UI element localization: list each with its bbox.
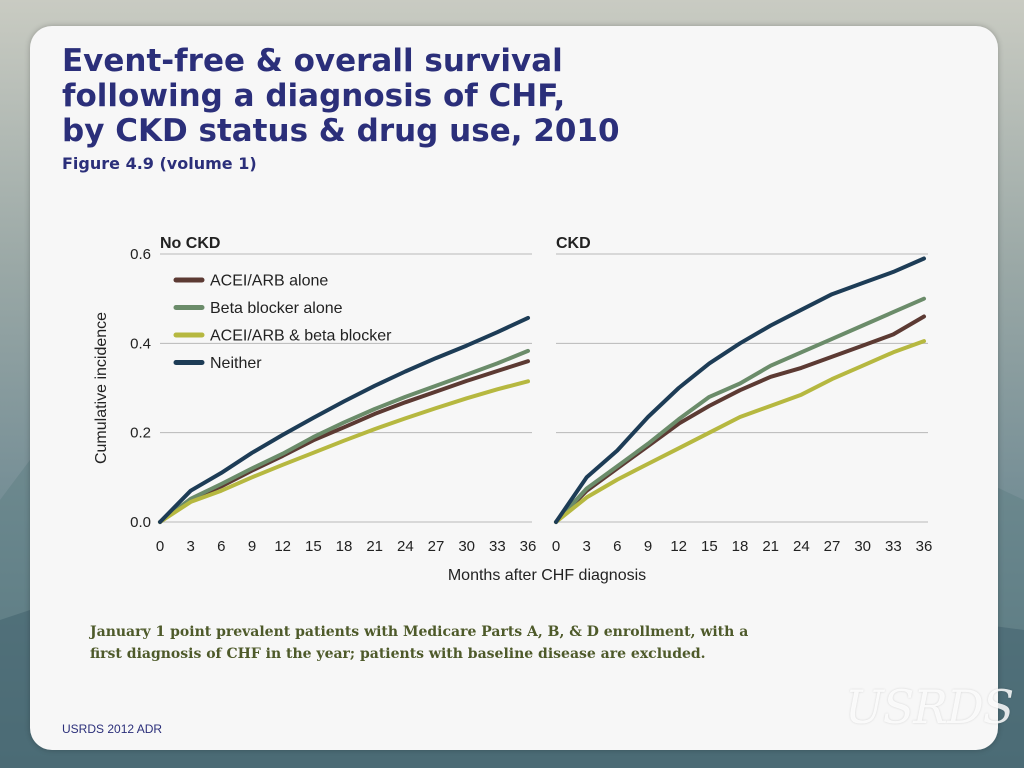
x-tick-label: 6 bbox=[217, 538, 225, 555]
title-line: following a diagnosis of CHF, bbox=[62, 78, 566, 114]
series-line bbox=[158, 348, 530, 524]
x-tick-label: 33 bbox=[885, 538, 902, 555]
x-tick-label: 12 bbox=[274, 538, 291, 555]
x-tick-label: 27 bbox=[824, 538, 841, 555]
x-tick-label: 9 bbox=[644, 538, 652, 555]
x-tick-label: 36 bbox=[916, 538, 933, 555]
x-tick-label: 6 bbox=[613, 538, 621, 555]
series-line bbox=[554, 256, 926, 524]
x-tick-label: 18 bbox=[336, 538, 353, 555]
legend-label: ACEI/ARB alone bbox=[210, 273, 328, 290]
x-tick-label: 18 bbox=[732, 538, 749, 555]
footnote: January 1 point prevalent patients with … bbox=[90, 624, 749, 662]
series-line bbox=[554, 314, 926, 524]
figure-subtitle: Figure 4.9 (volume 1) bbox=[62, 154, 257, 173]
series-line bbox=[158, 315, 530, 524]
x-tick-label: 12 bbox=[670, 538, 687, 555]
x-tick-label: 15 bbox=[305, 538, 322, 555]
series-line bbox=[554, 296, 926, 524]
x-tick-label: 3 bbox=[186, 538, 194, 555]
x-tick-label: 0 bbox=[156, 538, 164, 555]
x-tick-label: 21 bbox=[762, 538, 779, 555]
y-tick-label: 0.6 bbox=[130, 246, 151, 263]
x-tick-label: 24 bbox=[397, 538, 414, 555]
x-tick-label: 27 bbox=[428, 538, 445, 555]
title-line: Event-free & overall survival bbox=[62, 43, 563, 79]
y-tick-label: 0.4 bbox=[130, 335, 151, 352]
x-tick-label: 30 bbox=[458, 538, 475, 555]
x-tick-label: 9 bbox=[248, 538, 256, 555]
page-title: Event-free & overall survival following … bbox=[62, 44, 702, 149]
x-tick-label: 3 bbox=[582, 538, 590, 555]
series-line bbox=[158, 379, 530, 524]
y-axis-label: Cumulative incidence bbox=[93, 312, 110, 464]
x-tick-label: 0 bbox=[552, 538, 560, 555]
legend-label: Beta blocker alone bbox=[210, 300, 343, 317]
content-card bbox=[30, 26, 998, 750]
x-axis-label: Months after CHF diagnosis bbox=[448, 567, 646, 584]
panel-title: No CKD bbox=[160, 235, 220, 252]
x-tick-label: 33 bbox=[489, 538, 506, 555]
x-tick-label: 30 bbox=[854, 538, 871, 555]
y-tick-label: 0.2 bbox=[130, 425, 151, 442]
x-tick-label: 15 bbox=[701, 538, 718, 555]
legend-label: Neither bbox=[210, 355, 262, 372]
x-tick-label: 21 bbox=[366, 538, 383, 555]
series-line bbox=[158, 359, 530, 524]
x-tick-label: 24 bbox=[793, 538, 810, 555]
y-tick-label: 0.0 bbox=[130, 514, 151, 531]
footer-source: USRDS 2012 ADR bbox=[62, 722, 163, 736]
usrds-logo: USRDS bbox=[845, 680, 1014, 734]
x-tick-label: 36 bbox=[520, 538, 537, 555]
title-line: by CKD status & drug use, 2010 bbox=[62, 113, 620, 149]
panel-title: CKD bbox=[556, 235, 591, 252]
series-line bbox=[554, 339, 926, 524]
legend-label: ACEI/ARB & beta blocker bbox=[210, 328, 392, 345]
